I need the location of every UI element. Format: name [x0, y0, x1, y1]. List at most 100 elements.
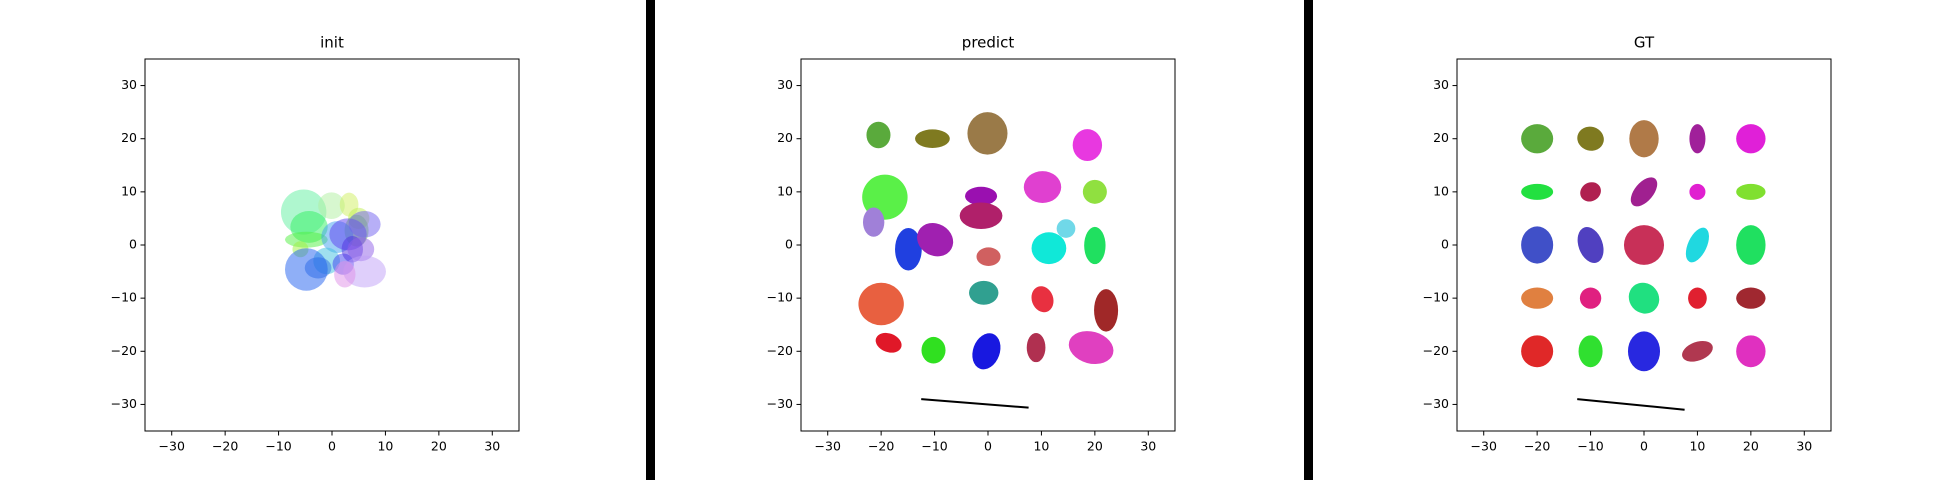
x-tick-label: −10: [1577, 439, 1603, 454]
x-tick-label: 0: [984, 439, 992, 454]
ellipse: [1023, 171, 1062, 204]
ellipse: [347, 237, 375, 262]
y-tick-label: −20: [767, 343, 793, 358]
ellipse: [967, 112, 1008, 155]
y-tick-label: 10: [121, 183, 137, 198]
ellipse: [1579, 287, 1602, 309]
plot-area: [1521, 120, 1766, 411]
ellipse: [915, 129, 950, 149]
x-tick-label: −30: [1471, 439, 1497, 454]
x-tick-label: 30: [1796, 439, 1812, 454]
x-tick-label: 20: [431, 439, 447, 454]
x-tick-label: 20: [1743, 439, 1759, 454]
plot-area: [858, 112, 1119, 409]
ellipse: [1682, 340, 1713, 362]
segment: [921, 398, 1029, 409]
panel: predict −30 −20 −10 0 10 20 30 −30 −20 −10 0 10 20 30: [767, 34, 1176, 454]
ellipse: [969, 280, 999, 305]
ellipse: [1094, 289, 1119, 332]
ellipse: [1736, 124, 1766, 154]
x-tick-label: 20: [1087, 439, 1103, 454]
ellipse: [1736, 225, 1766, 265]
x-tick-label: −20: [212, 439, 238, 454]
y-tick-label: 30: [1433, 77, 1449, 92]
ellipse: [1521, 124, 1554, 154]
ellipse: [1688, 287, 1707, 309]
ellipse: [1627, 331, 1661, 372]
x-tick-label: 10: [377, 439, 393, 454]
ellipse: [972, 333, 1001, 370]
x-tick-label: −20: [868, 439, 894, 454]
ellipse: [1689, 183, 1706, 200]
ellipse: [1072, 129, 1103, 162]
y-tick-label: 30: [777, 77, 793, 92]
ellipse: [1521, 226, 1554, 264]
y-tick-label: −20: [111, 343, 137, 358]
ellipse: [1068, 331, 1114, 365]
x-tick-label: 30: [1140, 439, 1156, 454]
ellipse: [1628, 282, 1660, 314]
y-tick-label: 0: [785, 237, 793, 252]
y-tick-label: −10: [767, 290, 793, 305]
x-tick-label: −10: [265, 439, 291, 454]
ellipse: [1629, 120, 1659, 158]
x-tick-label: 10: [1033, 439, 1049, 454]
panel: GT −30 −20 −10 0 10 20 30 −30 −20 −10 0 10 20 30: [1423, 34, 1832, 454]
ellipse: [348, 210, 381, 238]
y-tick-label: −30: [111, 396, 137, 411]
y-tick-label: 10: [1433, 183, 1449, 198]
x-tick-label: 0: [328, 439, 336, 454]
ellipse: [1623, 225, 1665, 265]
x-tick-label: −30: [159, 439, 185, 454]
x-tick-label: 30: [484, 439, 500, 454]
x-tick-label: −10: [921, 439, 947, 454]
separator: [1304, 0, 1313, 480]
ellipse: [334, 260, 356, 288]
y-tick-label: 0: [1441, 237, 1449, 252]
ellipse: [1031, 286, 1054, 313]
ellipse: [1577, 227, 1604, 263]
ellipse: [921, 336, 946, 364]
plot-area: [280, 189, 386, 291]
ellipse: [1577, 126, 1604, 151]
chart-title: init: [320, 34, 344, 52]
ellipse: [959, 202, 1003, 230]
separator: [646, 0, 655, 480]
y-tick-label: 0: [129, 237, 137, 252]
ellipse: [862, 207, 885, 237]
segment: [1577, 398, 1685, 411]
panel: init −30 −20 −10 0 10 20 30 −30 −20 −10 0 10 20 30: [111, 34, 520, 454]
y-tick-label: −20: [1423, 343, 1449, 358]
y-tick-label: −30: [767, 396, 793, 411]
ellipse: [1521, 183, 1554, 200]
ellipse: [284, 248, 328, 291]
ellipse: [866, 121, 891, 149]
y-tick-label: 20: [1433, 130, 1449, 145]
ellipse: [1580, 182, 1601, 202]
y-tick-label: −10: [111, 290, 137, 305]
ellipse: [1521, 287, 1554, 309]
y-tick-label: −30: [1423, 396, 1449, 411]
ellipse: [1736, 287, 1766, 309]
ellipse: [1689, 124, 1706, 154]
ellipse: [1578, 335, 1603, 368]
ellipse: [1685, 227, 1709, 263]
y-tick-label: −10: [1423, 290, 1449, 305]
x-tick-label: −30: [815, 439, 841, 454]
ellipse: [1630, 177, 1658, 207]
ellipse: [976, 247, 1001, 266]
ellipse: [318, 192, 345, 219]
ellipse: [875, 332, 902, 353]
ellipse: [1084, 226, 1106, 265]
y-tick-label: 20: [121, 130, 137, 145]
ellipse: [858, 282, 904, 326]
x-tick-label: −20: [1524, 439, 1550, 454]
ellipse: [917, 223, 954, 257]
ellipse: [895, 227, 922, 271]
chart-title: GT: [1634, 34, 1655, 52]
ellipse: [1031, 232, 1067, 265]
x-tick-label: 0: [1640, 439, 1648, 454]
ellipse: [1521, 335, 1554, 368]
